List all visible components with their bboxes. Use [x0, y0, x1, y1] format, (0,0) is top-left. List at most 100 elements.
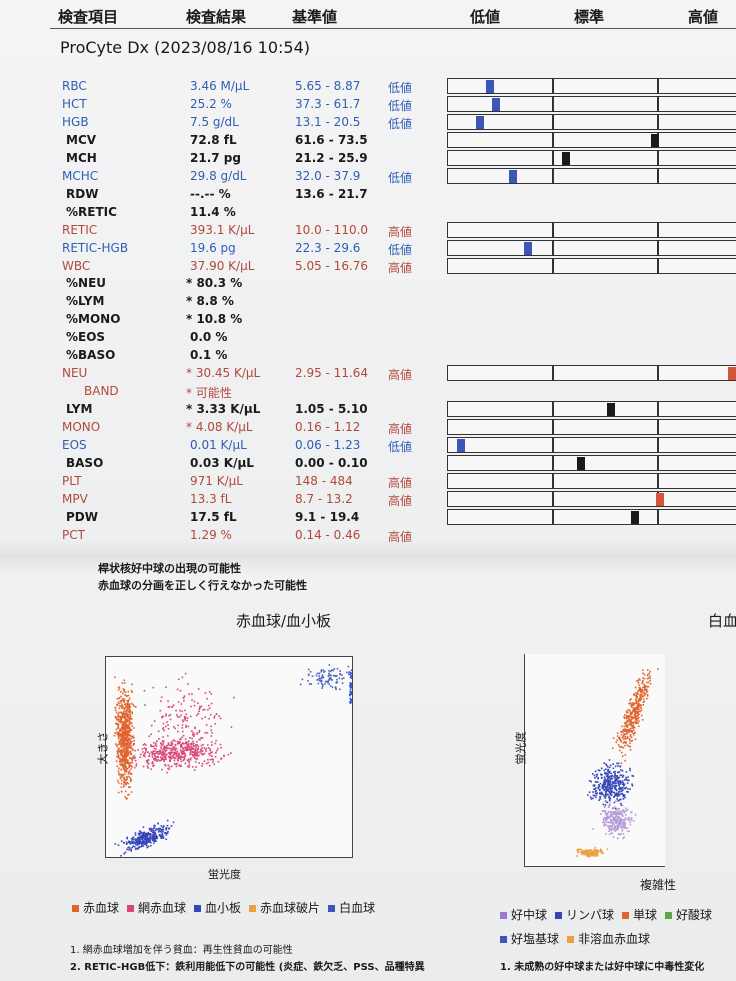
item-name: WBC: [62, 258, 91, 273]
bar-divider: [552, 366, 554, 381]
legend-item: 血小板: [194, 897, 241, 919]
result: 1.29 %: [190, 527, 232, 542]
item-name: %NEU: [66, 276, 107, 291]
result: 393.1 K/μL: [190, 222, 255, 237]
reference-range: 0.00 - 0.10: [295, 455, 368, 470]
reference-range: 10.0 - 110.0: [295, 222, 369, 237]
bar-divider: [657, 509, 659, 524]
legend-label: リンパ球: [566, 908, 615, 922]
range-bar: [447, 401, 736, 418]
legend-label: 血小板: [205, 901, 242, 915]
result-marker: [607, 403, 615, 417]
result-marker: [486, 80, 494, 93]
note: 桿状核好中球の出現の可能性: [98, 562, 241, 575]
item-name: MCV: [66, 132, 97, 147]
flag: 高値: [388, 529, 413, 544]
legend-label: 白血球: [339, 901, 376, 915]
bar-divider: [552, 402, 554, 417]
item-name: %MONO: [66, 312, 121, 327]
footnote: 1. 未成熟の好中球または好中球に中毒性変化: [500, 962, 705, 973]
range-bar: [447, 167, 736, 184]
item-name: RETIC-HGB: [62, 240, 129, 255]
legend-label: 好塩基球: [511, 932, 560, 946]
reference-range: 5.65 - 8.87: [295, 79, 361, 93]
column-header: 検査項目: [58, 8, 119, 26]
instrument: ProCyte Dx (2023/08/16 10:54): [60, 38, 310, 57]
range-bar: [447, 490, 736, 507]
legend-item: 好塩基球: [500, 927, 559, 951]
result: --.-- %: [190, 186, 231, 201]
axis-label: 蛍光度: [208, 868, 241, 881]
legend-swatch: [555, 912, 563, 919]
reference-range: 37.3 - 61.7: [295, 96, 361, 111]
legend-item: 赤血球破片: [249, 897, 320, 919]
bar-divider: [552, 509, 554, 524]
result-marker: [562, 151, 570, 165]
legend-label: 非溶血赤血球: [578, 932, 651, 946]
result: * 可能性: [186, 386, 232, 401]
flag: 低値: [388, 81, 413, 95]
result: 0.03 K/μL: [190, 455, 254, 470]
bar-divider: [552, 222, 554, 237]
range-bar: [447, 78, 736, 94]
result-marker: [457, 439, 465, 452]
item-name: %BASO: [66, 348, 116, 363]
column-header: 低値: [470, 8, 501, 26]
legend-swatch: [500, 936, 507, 943]
result-marker: [476, 115, 484, 129]
bar-divider: [657, 240, 659, 255]
legend-item: 網赤血球: [127, 897, 186, 919]
legend-swatch: [500, 912, 507, 919]
legend-swatch: [127, 905, 135, 912]
flag: 低値: [388, 98, 413, 113]
axis-label: 複雑性: [640, 878, 677, 892]
bar-divider: [657, 473, 659, 488]
item-name: %RETIC: [66, 204, 117, 219]
scatter-dots: [113, 664, 352, 857]
flag: 低値: [388, 170, 413, 185]
result: 37.90 K/μL: [190, 258, 255, 273]
result: * 8.8 %: [186, 294, 234, 309]
column-header: 標準: [574, 8, 605, 26]
bar-divider: [657, 420, 659, 435]
result: * 3.33 K/μL: [186, 402, 261, 417]
scatter-dots: [576, 668, 659, 858]
legend-swatch: [194, 905, 202, 912]
flag: 低値: [388, 242, 413, 257]
bar-divider: [552, 420, 554, 435]
item-name: MCH: [66, 150, 97, 165]
legend-label: 赤血球破片: [260, 901, 321, 915]
column-header: 高値: [688, 8, 719, 26]
column-header: 検査結果: [186, 8, 247, 26]
legend-label: 網赤血球: [138, 901, 187, 915]
result: 971 K/μL: [190, 473, 243, 488]
flag: 高値: [388, 368, 413, 383]
reference-range: 61.6 - 73.5: [295, 132, 368, 147]
result: 13.3 fL: [190, 491, 232, 506]
reference-range: 13.6 - 21.7: [295, 186, 368, 201]
range-bar: [447, 131, 736, 148]
result: * 4.08 K/μL: [186, 420, 253, 435]
plot-title: 白血: [708, 612, 736, 630]
flag: 低値: [388, 440, 413, 454]
reference-range: 22.3 - 29.6: [295, 240, 361, 255]
reference-range: 21.2 - 25.9: [295, 150, 368, 165]
range-bar: [447, 221, 736, 238]
result: 7.5 g/dL: [190, 114, 239, 129]
reference-range: 2.95 - 11.64: [295, 366, 369, 381]
plot-title: 赤血球/血小板: [236, 612, 332, 630]
bar-divider: [552, 491, 554, 506]
result: 11.4 %: [190, 204, 236, 219]
scatter-plot: [524, 654, 665, 867]
range-bar: [447, 113, 736, 130]
range-bar: [447, 472, 736, 489]
reference-range: 1.05 - 5.10: [295, 402, 368, 417]
item-name: %EOS: [66, 330, 106, 345]
result-marker: [651, 133, 659, 147]
item-name: RETIC: [62, 222, 98, 237]
result: * 30.45 K/μL: [186, 366, 261, 381]
bar-divider: [657, 79, 659, 93]
bar-divider: [552, 455, 554, 470]
result: 29.8 g/dL: [190, 168, 247, 183]
